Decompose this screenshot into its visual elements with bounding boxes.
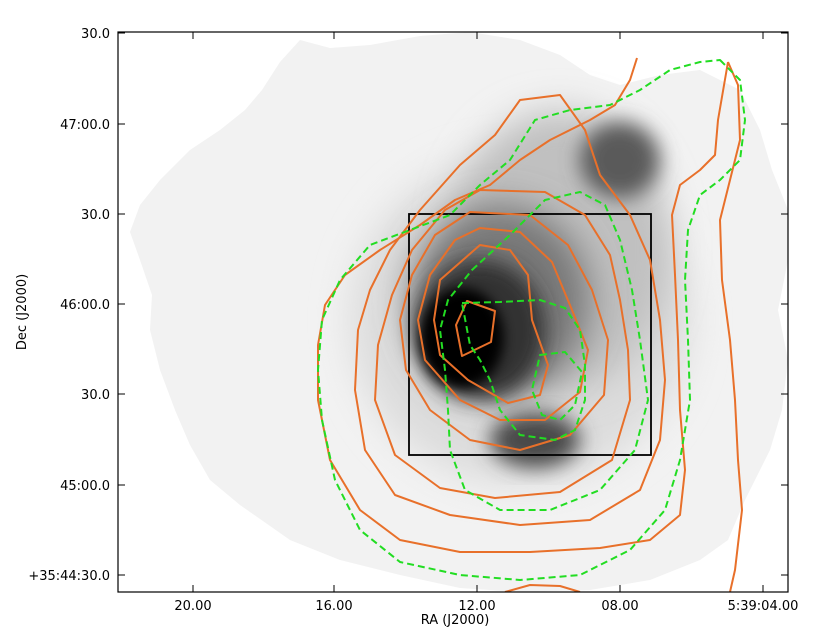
x-tick-label: 5:39:04.00 xyxy=(728,599,799,614)
contour-dashed-3 xyxy=(439,191,649,511)
y-tick-label: 30.0 xyxy=(81,27,110,42)
x-tick-label: 08.00 xyxy=(601,599,638,614)
y-tick-label: 30.0 xyxy=(81,388,110,403)
y-axis-title: Dec (J2000) xyxy=(15,274,30,350)
contour-solid-1 xyxy=(455,300,496,357)
contour-solid-4 xyxy=(399,211,609,451)
y-tick-label: 46:00.0 xyxy=(60,298,110,313)
y-tick-label: +35:44:30.0 xyxy=(28,569,110,584)
contour-solid-8 xyxy=(719,61,743,592)
solid-contours xyxy=(317,57,743,592)
x-ticks xyxy=(192,32,764,592)
dashed-contours xyxy=(317,59,746,581)
north-knot xyxy=(580,122,660,198)
y-tick-label: 45:00.0 xyxy=(60,479,110,494)
contour-solid-5 xyxy=(374,189,631,499)
contour-dashed-4 xyxy=(317,59,746,581)
y-tick-label: 30.0 xyxy=(81,208,110,223)
contour-solid-3 xyxy=(417,227,589,421)
y-ticks xyxy=(118,32,788,576)
x-tick-label: 16.00 xyxy=(315,599,352,614)
contour-dashed-1 xyxy=(461,299,586,441)
x-tick-label: 20.00 xyxy=(174,599,211,614)
contour-dashed-2 xyxy=(531,351,583,421)
contour-solid-9 xyxy=(504,584,581,592)
y-tick-label: 47:00.0 xyxy=(60,118,110,133)
contour-solid-7 xyxy=(317,57,729,553)
x-tick-label: 12.00 xyxy=(458,599,495,614)
grayscale-image xyxy=(130,32,788,592)
x-axis-title: RA (J2000) xyxy=(421,613,490,628)
plot-frame xyxy=(117,31,789,593)
contour-solid-2 xyxy=(433,244,549,404)
core xyxy=(420,288,504,388)
